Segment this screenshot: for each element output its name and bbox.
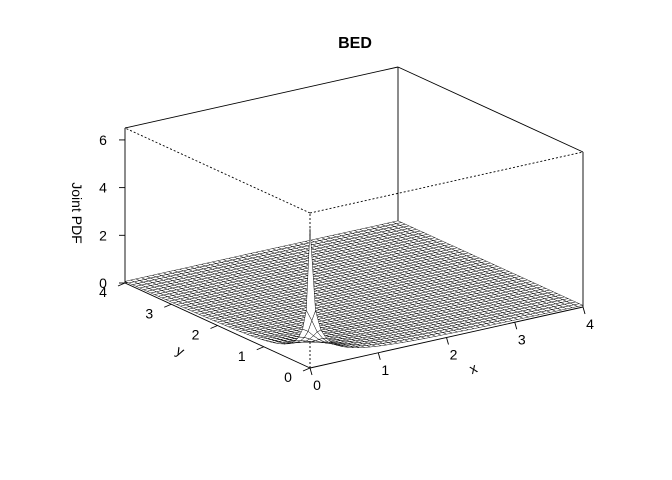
x-tick-label: 1: [381, 362, 389, 378]
x-axis-label: x: [467, 360, 479, 377]
z-axis-label: Joint PDF: [69, 182, 85, 243]
y-tick: [303, 368, 310, 371]
y-tick: [164, 304, 171, 307]
x-tick: [447, 338, 449, 345]
box-edge: [125, 67, 398, 128]
x-tick: [310, 368, 312, 375]
box-edge-hidden: [125, 128, 310, 213]
x-tick-label: 4: [586, 316, 594, 332]
y-tick-label: 1: [238, 348, 246, 364]
x-tick: [583, 307, 585, 314]
box-edge-hidden: [310, 152, 583, 213]
z-tick-label: 6: [99, 132, 107, 148]
x-tick-label: 2: [450, 347, 458, 363]
y-tick: [257, 347, 264, 350]
box-edge: [398, 67, 583, 152]
y-tick: [211, 326, 218, 329]
z-tick-label: 2: [99, 227, 107, 243]
x-tick: [515, 322, 517, 329]
y-tick-label: 3: [145, 305, 153, 321]
y-tick-label: 0: [284, 369, 292, 385]
y-tick: [118, 283, 125, 286]
x-tick: [378, 353, 380, 360]
x-tick-label: 0: [313, 377, 321, 393]
y-tick-label: 4: [99, 284, 107, 300]
z-tick-label: 4: [99, 180, 107, 196]
x-tick-label: 3: [518, 331, 526, 347]
y-axis-label: y: [174, 342, 188, 359]
y-tick-label: 2: [192, 327, 200, 343]
chart-title: BED: [338, 35, 372, 52]
